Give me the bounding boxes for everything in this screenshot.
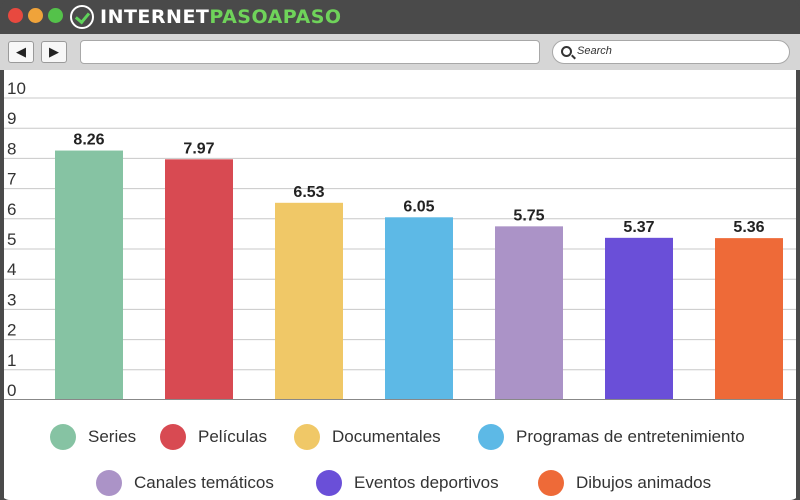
- data-label: 5.75: [513, 207, 544, 224]
- bar: [55, 150, 123, 400]
- data-label: 8.26: [73, 132, 104, 149]
- legend-item: Documentales: [294, 422, 441, 452]
- bar: [605, 237, 673, 400]
- legend-item: Dibujos animados: [538, 468, 711, 498]
- y-tick-label: 8: [7, 139, 16, 158]
- search-placeholder: Search: [577, 45, 612, 57]
- logo-text-internet: INTERNET: [100, 6, 210, 28]
- bar-chart: 0 1 2 3 4 5 6 7 8 9 10 8.26 7.97 6.53 6.05 5.75 5.37 5.36: [4, 79, 796, 401]
- bar: [495, 226, 563, 400]
- arrow-left-icon: ◀: [16, 44, 26, 59]
- bar: [275, 202, 343, 400]
- legend-swatch: [96, 470, 122, 496]
- bar: [165, 159, 233, 400]
- data-label: 6.53: [293, 184, 324, 201]
- forward-button[interactable]: ▶: [41, 41, 67, 63]
- legend-item: Series: [50, 422, 136, 452]
- legend-swatch: [538, 470, 564, 496]
- y-tick-label: 7: [7, 170, 16, 189]
- legend-swatch: [316, 470, 342, 496]
- legend-swatch: [478, 424, 504, 450]
- data-label: 7.97: [183, 140, 214, 157]
- y-tick-label: 4: [7, 260, 16, 279]
- back-button[interactable]: ◀: [8, 41, 34, 63]
- logo-text-pasoapaso: PASOAPASO: [209, 6, 342, 28]
- maximize-window-button[interactable]: [48, 8, 63, 23]
- legend-label: Dibujos animados: [576, 473, 712, 492]
- minimize-window-button[interactable]: [28, 8, 43, 23]
- y-tick-label: 6: [7, 200, 16, 219]
- search-box[interactable]: Search: [552, 40, 790, 64]
- y-tick-label: 1: [7, 351, 16, 370]
- legend-swatch: [160, 424, 186, 450]
- legend-item: Películas: [160, 422, 267, 452]
- y-tick-label: 0: [7, 381, 16, 400]
- legend-label: Películas: [198, 427, 267, 446]
- y-tick-label: 5: [7, 230, 16, 249]
- legend-label: Canales temáticos: [134, 473, 274, 492]
- legend-item: Programas de entretenimiento: [478, 422, 745, 452]
- site-logo: INTERNETPASOAPASO: [70, 5, 342, 29]
- page-content: 0 1 2 3 4 5 6 7 8 9 10 8.26 7.97 6.53 6.05 5.75 5.37 5.36…: [4, 70, 796, 500]
- legend-swatch: [294, 424, 320, 450]
- checkmark-logo-icon: [70, 5, 94, 29]
- y-tick-label: 9: [7, 109, 16, 128]
- bar: [715, 238, 783, 400]
- browser-toolbar: ◀ ▶ Search: [0, 34, 800, 70]
- data-label: 5.36: [733, 219, 764, 236]
- close-window-button[interactable]: [8, 8, 23, 23]
- data-label: 5.37: [623, 219, 654, 236]
- legend-label: Programas de entretenimiento: [516, 427, 745, 446]
- search-icon: [561, 46, 572, 57]
- y-tick-label: 10: [7, 79, 26, 98]
- y-tick-label: 3: [7, 290, 16, 309]
- data-label: 6.05: [403, 198, 434, 215]
- logo-text: INTERNETPASOAPASO: [100, 6, 342, 28]
- legend-item: Canales temáticos: [96, 468, 274, 498]
- legend-label: Documentales: [332, 427, 441, 446]
- address-bar[interactable]: [80, 40, 540, 64]
- legend-label: Series: [88, 427, 137, 446]
- legend-label: Eventos deportivos: [354, 473, 499, 492]
- y-tick-label: 2: [7, 321, 16, 340]
- legend-swatch: [50, 424, 76, 450]
- title-bar: INTERNETPASOAPASO: [0, 0, 800, 34]
- bar: [385, 217, 453, 400]
- arrow-right-icon: ▶: [49, 44, 59, 59]
- legend-item: Eventos deportivos: [316, 468, 499, 498]
